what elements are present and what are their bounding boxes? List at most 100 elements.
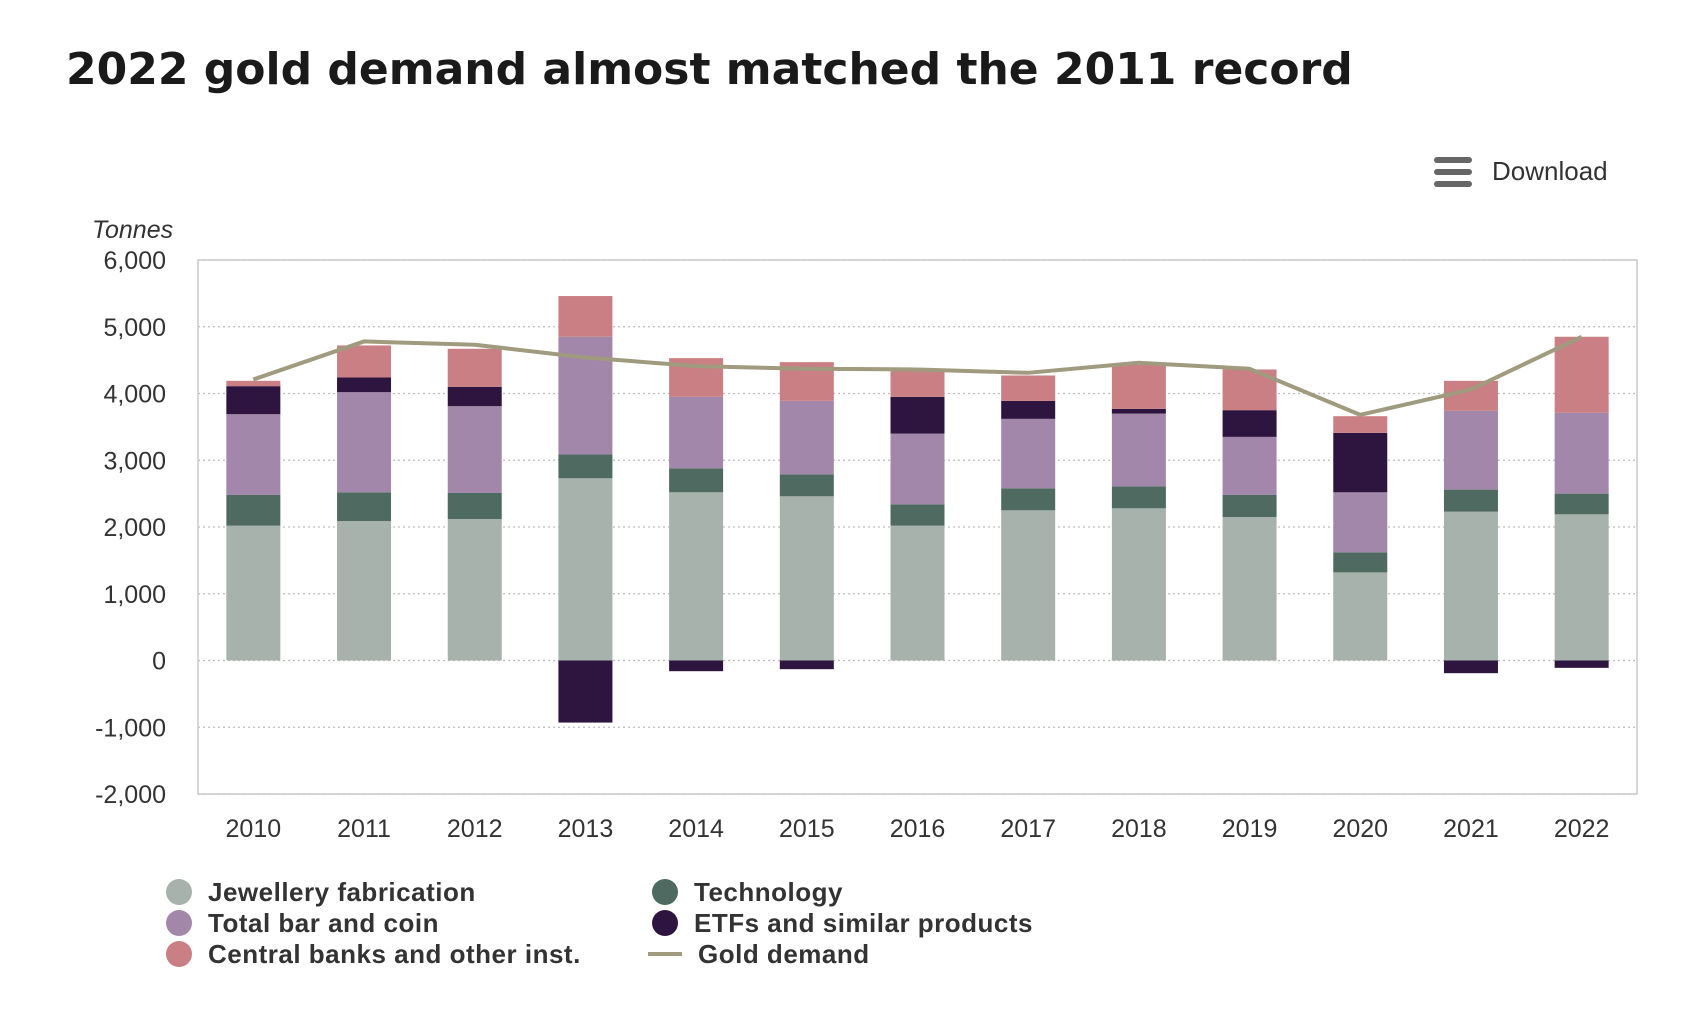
bar-segment[interactable] bbox=[447, 348, 502, 387]
bar-segment[interactable] bbox=[1554, 336, 1609, 413]
bar-segment[interactable] bbox=[1554, 514, 1609, 661]
bar-segment[interactable] bbox=[1111, 413, 1166, 487]
x-axis-labels: 2010 2011 2012 2013 2014 2015 2016 2017 2018 2019… bbox=[226, 815, 1610, 843]
bar-segment[interactable] bbox=[1222, 494, 1277, 517]
bar-segment[interactable] bbox=[1001, 510, 1056, 661]
y-tick-label: 6,000 bbox=[103, 247, 166, 275]
legend-item-technology[interactable]: Technology bbox=[652, 876, 1072, 907]
legend-label: Gold demand bbox=[698, 938, 870, 969]
legend-label: Technology bbox=[694, 876, 843, 907]
y-axis-labels: 6,000 5,000 4,000 3,000 2,000 1,000 0 -1,000 -2,… bbox=[95, 247, 166, 809]
legend-dot-icon bbox=[166, 941, 192, 967]
y-tick-label: 4,000 bbox=[103, 381, 166, 409]
legend-label: Central banks and other inst. bbox=[208, 938, 581, 969]
y-tick-label: -1,000 bbox=[95, 714, 166, 742]
x-tick-label: 2017 bbox=[1000, 815, 1056, 843]
bar-segment[interactable] bbox=[1554, 493, 1609, 515]
legend-label: Total bar and coin bbox=[208, 907, 439, 938]
bar-segment[interactable] bbox=[1554, 660, 1609, 668]
bar-segment[interactable] bbox=[1001, 375, 1056, 401]
bar-segment[interactable] bbox=[1001, 488, 1056, 511]
bar-segment[interactable] bbox=[1111, 486, 1166, 509]
bar-segment[interactable] bbox=[890, 433, 945, 505]
bar-segment[interactable] bbox=[558, 454, 613, 479]
x-tick-label: 2021 bbox=[1443, 815, 1499, 843]
bar-segment[interactable] bbox=[779, 400, 834, 475]
bar-segment[interactable] bbox=[1333, 572, 1388, 661]
bar-segment[interactable] bbox=[1111, 364, 1166, 409]
bar-segment[interactable] bbox=[1333, 416, 1388, 433]
bar-segment[interactable] bbox=[558, 660, 613, 723]
x-tick-label: 2020 bbox=[1332, 815, 1388, 843]
download-button[interactable]: Download bbox=[1434, 156, 1608, 187]
bar-segment[interactable] bbox=[1443, 410, 1498, 490]
legend-item-jewellery[interactable]: Jewellery fabrication bbox=[166, 876, 652, 907]
bar-segment[interactable] bbox=[447, 406, 502, 493]
legend-item-central-banks[interactable]: Central banks and other inst. bbox=[166, 938, 652, 969]
bar-segment[interactable] bbox=[447, 518, 502, 661]
gold-demand-line-path[interactable] bbox=[252, 334, 1583, 417]
x-tick-label: 2019 bbox=[1222, 815, 1278, 843]
legend-label: ETFs and similar products bbox=[694, 907, 1034, 938]
bar-segment[interactable] bbox=[669, 468, 724, 493]
bar-segment[interactable] bbox=[337, 345, 392, 378]
bar-segment[interactable] bbox=[337, 492, 392, 521]
legend: Jewellery fabrication Technology Total b… bbox=[166, 876, 1072, 969]
bar-segment[interactable] bbox=[1333, 492, 1388, 553]
bar-segment[interactable] bbox=[890, 396, 945, 434]
x-tick-label: 2018 bbox=[1111, 815, 1167, 843]
bar-segment[interactable] bbox=[558, 296, 613, 337]
bar-segment[interactable] bbox=[1222, 436, 1277, 495]
plot-frame bbox=[197, 259, 1638, 795]
bar-segment[interactable] bbox=[1111, 408, 1166, 414]
bar-segment[interactable] bbox=[447, 386, 502, 407]
bar-segment[interactable] bbox=[669, 396, 724, 469]
bar-segment[interactable] bbox=[890, 504, 945, 526]
bar-segment[interactable] bbox=[779, 474, 834, 497]
bar-segment[interactable] bbox=[226, 380, 281, 387]
download-label: Download bbox=[1492, 156, 1608, 186]
bar-segment[interactable] bbox=[1443, 660, 1498, 674]
bar-segment[interactable] bbox=[226, 525, 281, 661]
bar-segment[interactable] bbox=[779, 496, 834, 661]
bar-segment[interactable] bbox=[1554, 412, 1609, 494]
bar-segment[interactable] bbox=[890, 370, 945, 397]
bar-segment[interactable] bbox=[1333, 552, 1388, 573]
legend-dot-icon bbox=[166, 879, 192, 905]
bar-segment[interactable] bbox=[337, 520, 392, 661]
bar-segment[interactable] bbox=[337, 377, 392, 393]
bar-segment[interactable] bbox=[1111, 508, 1166, 661]
legend-item-gold-demand[interactable]: Gold demand bbox=[648, 938, 1072, 969]
bar-segment[interactable] bbox=[226, 414, 281, 495]
legend-label: Jewellery fabrication bbox=[208, 876, 476, 907]
y-tick-label: 3,000 bbox=[103, 447, 166, 475]
bar-segment[interactable] bbox=[1222, 410, 1277, 437]
bar-segment[interactable] bbox=[1443, 511, 1498, 661]
x-tick-label: 2022 bbox=[1554, 815, 1610, 843]
bar-segment[interactable] bbox=[558, 478, 613, 661]
bar-segment[interactable] bbox=[226, 386, 281, 415]
bar-segment[interactable] bbox=[1001, 400, 1056, 419]
legend-item-bar-and-coin[interactable]: Total bar and coin bbox=[166, 907, 652, 938]
bar-segment[interactable] bbox=[1443, 380, 1498, 411]
bar-segment[interactable] bbox=[447, 492, 502, 519]
bar-segment[interactable] bbox=[669, 660, 724, 672]
bar-segment[interactable] bbox=[1001, 418, 1056, 489]
legend-item-etfs[interactable]: ETFs and similar products bbox=[652, 907, 1072, 938]
bar-segment[interactable] bbox=[1443, 489, 1498, 512]
bar-segment[interactable] bbox=[669, 492, 724, 661]
bars bbox=[226, 296, 1609, 723]
bar-segment[interactable] bbox=[1222, 516, 1277, 661]
hamburger-menu-icon[interactable] bbox=[1434, 156, 1472, 187]
bar-segment[interactable] bbox=[779, 660, 834, 670]
bar-segment[interactable] bbox=[890, 525, 945, 661]
legend-line-icon bbox=[648, 952, 682, 956]
bar-segment[interactable] bbox=[226, 494, 281, 526]
legend-dot-icon bbox=[652, 910, 678, 936]
bar-segment[interactable] bbox=[337, 392, 392, 493]
x-tick-label: 2015 bbox=[779, 815, 835, 843]
x-tick-label: 2014 bbox=[668, 815, 724, 843]
bar-segment[interactable] bbox=[1333, 432, 1388, 493]
y-tick-label: 2,000 bbox=[103, 514, 166, 542]
